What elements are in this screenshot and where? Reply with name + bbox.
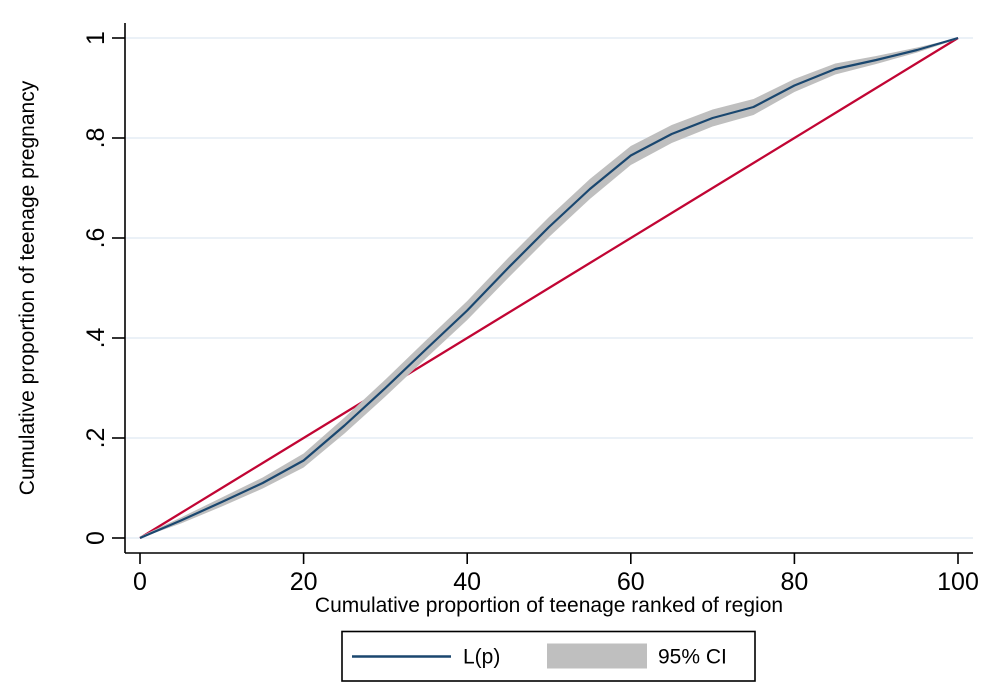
x-tick-label-80: 80 [780, 568, 808, 596]
equality-line [139, 37, 959, 539]
x-tick-label-100: 100 [937, 568, 979, 596]
y-tick-label-1: 1 [82, 31, 110, 45]
y-tick-label-0: 0 [82, 531, 110, 545]
y-tick-label-.6: .6 [82, 228, 110, 249]
x-tick-label-20: 20 [290, 568, 318, 596]
lorenz-curve-line [139, 36, 959, 540]
x-tick-label-0: 0 [133, 568, 147, 596]
x-axis-ticks [139, 553, 959, 564]
x-tick-label-40: 40 [453, 568, 481, 596]
legend-label-lp: L(p) [463, 646, 500, 669]
gridlines [126, 37, 973, 539]
x-axis-title: Cumulative proportion of teenage ranked … [315, 594, 783, 617]
y-tick-label-.2: .2 [82, 428, 110, 449]
y-axis-ticks [112, 37, 125, 539]
x-axis-tick-labels: 0 20 40 60 80 100 [133, 568, 979, 596]
y-axis-title: Cumulative proportion of teenage pregnan… [16, 80, 39, 495]
lorenz-curve-layer [139, 36, 959, 540]
equality-line-layer [139, 37, 959, 539]
legend: L(p) 95% CI [341, 630, 756, 682]
y-tick-label-.8: .8 [82, 128, 110, 149]
y-tick-label-.4: .4 [82, 327, 110, 348]
y-axis-tick-labels: 0 .2 .4 .6 .8 1 [82, 31, 110, 545]
legend-label-ci: 95% CI [658, 646, 727, 669]
x-tick-label-60: 60 [617, 568, 645, 596]
legend-ci-swatch [547, 643, 647, 669]
x-axis: 0 20 40 60 80 100 [125, 552, 979, 596]
y-axis: 0 .2 .4 .6 .8 1 [82, 23, 126, 553]
